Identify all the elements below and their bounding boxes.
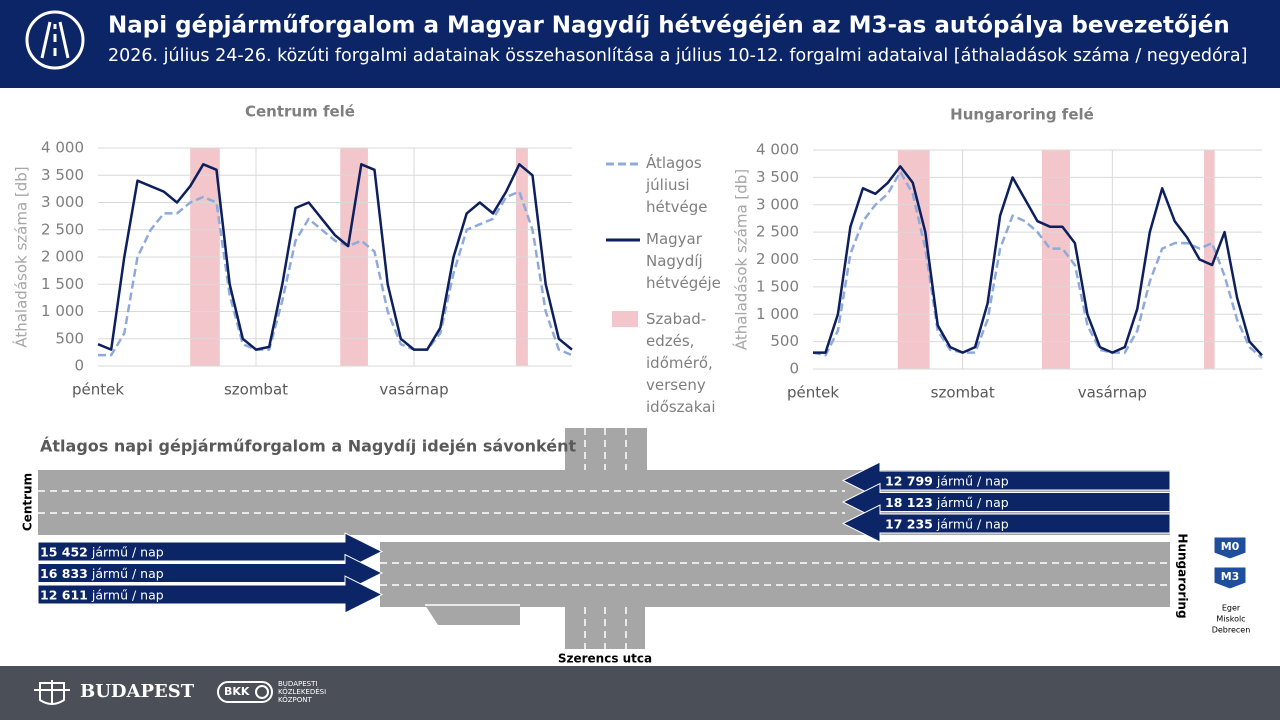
centrum-label: Centrum	[21, 473, 35, 531]
lane-volume: 17 235 jármű / nap	[885, 516, 1009, 531]
lane-unit: jármű / nap	[936, 495, 1009, 510]
x-tick-label: péntek	[787, 384, 839, 402]
sign-label: M3	[1221, 570, 1240, 583]
y-tick-label: 500	[55, 329, 84, 347]
legend-average: Átlagos júliusi hétvége	[646, 154, 708, 216]
lane-volume: 15 452 jármű / nap	[40, 544, 164, 559]
bkk-wordmark: BKK	[224, 685, 250, 698]
lane-unit: jármű / nap	[91, 566, 164, 581]
x-tick-label: vasárnap	[1078, 384, 1147, 402]
arrow-to-hungaroring	[37, 575, 384, 614]
y-tick-label: 0	[74, 357, 84, 375]
y-tick-label: 2 500	[756, 223, 799, 241]
lane-volume: 18 123 jármű / nap	[885, 495, 1009, 510]
destination: Miskolc	[1216, 615, 1245, 624]
lane-count: 15 452	[40, 544, 88, 559]
y-tick-label: 2 000	[756, 250, 799, 268]
legend-symbols	[606, 162, 640, 327]
road-diagram: Átlagos napi gépjárműforgalom a Nagydíj …	[21, 428, 1251, 666]
bkk-name: BUDAPESTI	[278, 680, 317, 688]
footer-band	[0, 666, 1280, 720]
lane-count: 12 799	[885, 473, 933, 488]
y-axis-label: Áthaladások száma [db]	[732, 169, 751, 350]
y-tick-label: 3 500	[756, 168, 799, 186]
y-tick-label: 3 000	[756, 195, 799, 213]
hungaroring-label: Hungaroring	[1176, 533, 1190, 618]
logo	[25, 10, 85, 70]
lane-count: 17 235	[885, 516, 933, 531]
lane-count: 16 833	[40, 566, 88, 581]
arrow-to-centrum	[841, 482, 1171, 522]
street-label: Szerencs utca	[558, 652, 652, 666]
y-axis-label: Áthaladások száma [db]	[12, 166, 31, 347]
page-subtitle: 2026. július 24-26. közúti forgalmi adat…	[108, 46, 1247, 66]
budapest-crest	[34, 680, 70, 705]
x-tick-label: szombat	[224, 381, 288, 399]
arrow-to-hungaroring	[37, 532, 384, 571]
lane-unit: jármű / nap	[936, 473, 1009, 488]
bkk-name: KÖZLEKEDÉSI	[278, 687, 326, 696]
y-tick-label: 4 000	[756, 141, 799, 159]
lane-volume: 16 833 jármű / nap	[40, 566, 164, 581]
y-tick-label: 3 000	[41, 193, 84, 211]
x-tick-label: szombat	[931, 384, 995, 402]
series-line	[813, 165, 1263, 357]
lane-count: 12 611	[40, 587, 88, 602]
destination: Debrecen	[1212, 626, 1251, 635]
chart-title: Hungaroring felé	[950, 106, 1094, 124]
y-tick-label: 1 000	[756, 305, 799, 323]
legend-grand-prix: Magyar Nagydíj hétvégéje	[646, 230, 721, 292]
motorway-sign	[1213, 536, 1247, 560]
budapest-wordmark: BUDAPEST	[80, 681, 195, 702]
bkk-name: KÖZPONT	[278, 695, 312, 704]
header-band	[0, 0, 1280, 88]
y-tick-label: 2 000	[41, 248, 84, 266]
y-tick-label: 3 500	[41, 166, 84, 184]
y-tick-label: 500	[770, 332, 799, 350]
lane-volume: 12 799 jármű / nap	[885, 473, 1009, 488]
lane-volume: 12 611 jármű / nap	[40, 587, 164, 602]
lane-unit: jármű / nap	[91, 587, 164, 602]
y-tick-label: 0	[789, 360, 799, 378]
arrow-to-hungaroring	[37, 553, 384, 593]
sign-label: M0	[1221, 540, 1240, 553]
y-tick-label: 4 000	[41, 139, 84, 157]
destination: Eger	[1222, 604, 1241, 613]
x-tick-label: péntek	[72, 381, 124, 399]
legend-sessions: Szabad-edzés, időmérő, verseny időszakai	[646, 310, 716, 416]
series-line	[97, 163, 573, 351]
legend-swatch	[612, 311, 638, 327]
page-title: Napi gépjárműforgalom a Magyar Nagydíj h…	[108, 13, 1230, 39]
y-tick-label: 1 500	[756, 277, 799, 295]
arrow-to-centrum	[841, 461, 1171, 500]
y-tick-label: 1 000	[41, 302, 84, 320]
motorway-sign	[1213, 566, 1247, 590]
chart-title: Centrum felé	[245, 103, 355, 121]
x-tick-label: vasárnap	[379, 381, 448, 399]
lane-unit: jármű / nap	[91, 544, 164, 559]
lane-count: 18 123	[885, 495, 933, 510]
diagram-title: Átlagos napi gépjárműforgalom a Nagydíj …	[40, 437, 576, 456]
bkk-logo	[217, 681, 273, 703]
line-chart: Hungaroring felé Áthaladások száma [db] 0 5…	[732, 106, 1263, 402]
arrow-to-centrum	[841, 504, 1171, 543]
line-chart: Centrum felé Áthaladások száma [db] 0 500 1 …	[12, 103, 573, 399]
lane-unit: jármű / nap	[936, 516, 1009, 531]
series-line	[98, 190, 573, 357]
series-line	[812, 170, 1263, 360]
y-tick-label: 1 500	[41, 275, 84, 293]
y-tick-label: 2 500	[41, 220, 84, 238]
